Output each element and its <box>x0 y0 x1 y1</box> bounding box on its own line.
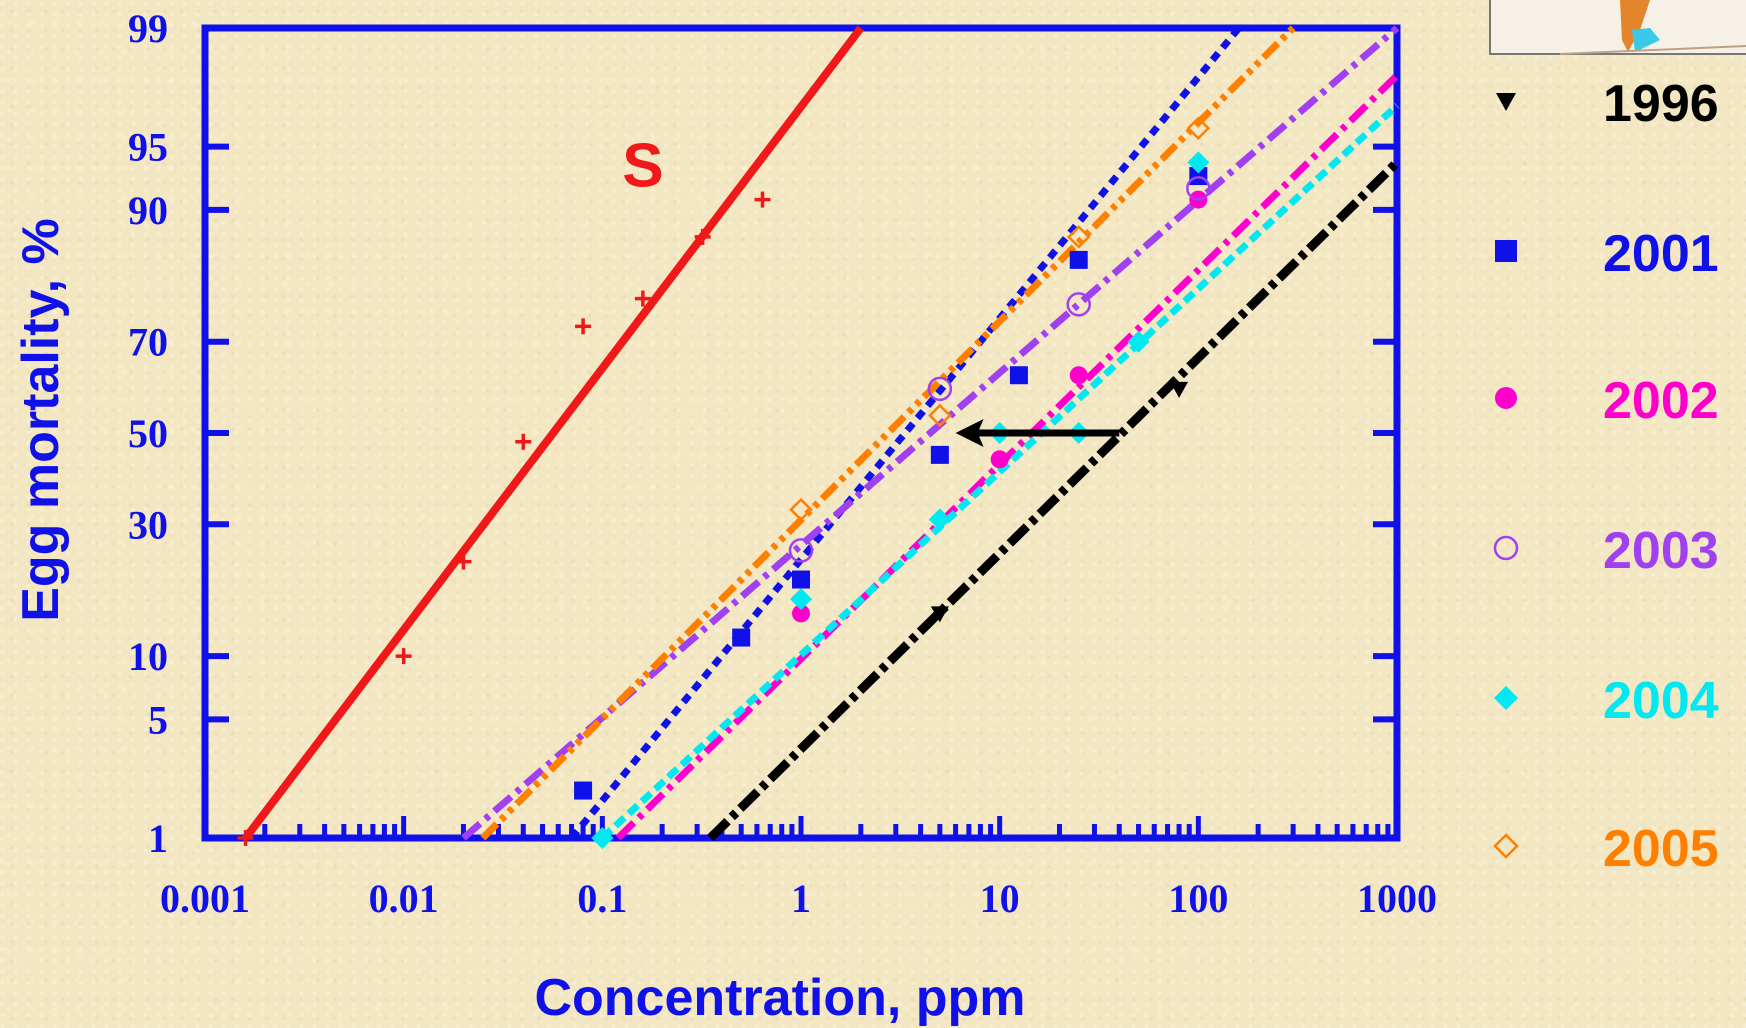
legend-item-1996: 1996 <box>1496 75 1719 133</box>
point-2002 <box>792 604 810 623</box>
y-axis-title: Egg mortality, % <box>12 218 70 622</box>
point-1996 <box>1170 381 1189 398</box>
legend-marker <box>1493 535 1519 561</box>
y-tick-label: 95 <box>128 125 168 170</box>
point-2003 <box>1186 176 1211 201</box>
y-tick-label: 99 <box>128 6 168 51</box>
point-2001 <box>732 628 751 647</box>
legend-item-2004: 2004 <box>1494 672 1719 730</box>
point-2003 <box>927 376 953 402</box>
arrow-head <box>955 419 984 447</box>
legend-label: 2004 <box>1603 672 1719 730</box>
y-tick-label: 30 <box>128 502 168 547</box>
legend-item-2003: 2003 <box>1493 522 1719 580</box>
point-S <box>754 191 771 208</box>
line-1996 <box>707 159 1401 842</box>
legend-marker <box>1493 833 1519 859</box>
point-2001 <box>574 781 593 800</box>
legend-marker <box>1496 93 1516 111</box>
y-tick-labels: 1 5 10 30 50 70 90 95 99 <box>128 6 168 861</box>
line-2003 <box>461 25 1400 841</box>
point-2005 <box>789 497 813 522</box>
point-S <box>395 648 412 665</box>
legend-item-2002: 2002 <box>1495 372 1719 430</box>
x-tick-label: 0.1 <box>577 876 627 921</box>
point-2001 <box>792 570 810 589</box>
x-axis-title: Concentration, ppm <box>534 969 1025 1027</box>
map-thumbnail <box>1489 0 1746 55</box>
point-2002 <box>990 450 1009 469</box>
plot-border <box>201 24 1401 842</box>
point-2002 <box>1069 366 1088 385</box>
point-2004 <box>1187 151 1210 174</box>
plot-frame <box>201 24 1401 842</box>
y-tick-label: 90 <box>128 188 168 233</box>
point-2004 <box>591 827 614 849</box>
annotations: S <box>622 131 1120 447</box>
legend-marker <box>1495 387 1517 409</box>
data-points <box>237 116 1211 849</box>
regression-lines <box>242 25 1401 842</box>
line-2001 <box>568 25 1242 841</box>
legend-label: 2003 <box>1603 522 1719 580</box>
legend-item-2005: 2005 <box>1493 820 1719 878</box>
legend-label: 2002 <box>1603 372 1719 430</box>
point-2004 <box>928 508 951 531</box>
legend-marker <box>1494 686 1518 710</box>
x-tick-label: 0.01 <box>369 876 439 921</box>
x-tick-label: 100 <box>1168 876 1228 921</box>
point-S <box>237 830 254 846</box>
x-tick-label: 1 <box>791 876 811 921</box>
y-tick-label: 70 <box>128 320 168 365</box>
y-tick-label: 50 <box>128 411 168 456</box>
legend-label: 1996 <box>1603 75 1719 133</box>
line-2004 <box>599 102 1400 841</box>
point-S <box>575 318 592 335</box>
point-2003 <box>788 538 814 563</box>
line-S <box>242 25 864 841</box>
point-2005 <box>928 403 952 428</box>
line-2005 <box>480 25 1296 841</box>
point-2001 <box>1069 250 1088 269</box>
x-tick-label: 0.001 <box>160 876 250 921</box>
x-tick-labels: 0.001 0.01 0.1 1 10 100 1000 <box>160 876 1437 921</box>
point-2003 <box>1066 292 1091 317</box>
legend-label: 2001 <box>1603 225 1719 283</box>
legend-item-2001: 2001 <box>1495 225 1719 283</box>
axis-ticks <box>202 25 1400 841</box>
legend-marker <box>1495 240 1517 262</box>
x-tick-label: 1000 <box>1357 876 1437 921</box>
legend-label: 2005 <box>1603 820 1719 878</box>
point-2001 <box>1009 366 1028 385</box>
point-2005 <box>1066 225 1091 249</box>
point-2001 <box>930 445 949 464</box>
point-S <box>515 433 532 450</box>
point-1996 <box>930 606 949 623</box>
point-2004 <box>790 588 812 611</box>
point-S <box>634 290 651 307</box>
s-label: S <box>622 131 663 200</box>
y-tick-label: 1 <box>148 816 168 861</box>
point-S <box>455 553 472 570</box>
point-2001 <box>1189 167 1208 186</box>
point-2004 <box>1127 330 1150 353</box>
x-tick-label: 10 <box>980 876 1020 921</box>
point-S <box>694 228 711 245</box>
legend: 1996 2001 2002 2003 2004 2005 <box>1493 75 1719 878</box>
y-tick-label: 5 <box>148 697 168 742</box>
point-2005 <box>1186 116 1211 140</box>
y-tick-label: 10 <box>128 634 168 679</box>
